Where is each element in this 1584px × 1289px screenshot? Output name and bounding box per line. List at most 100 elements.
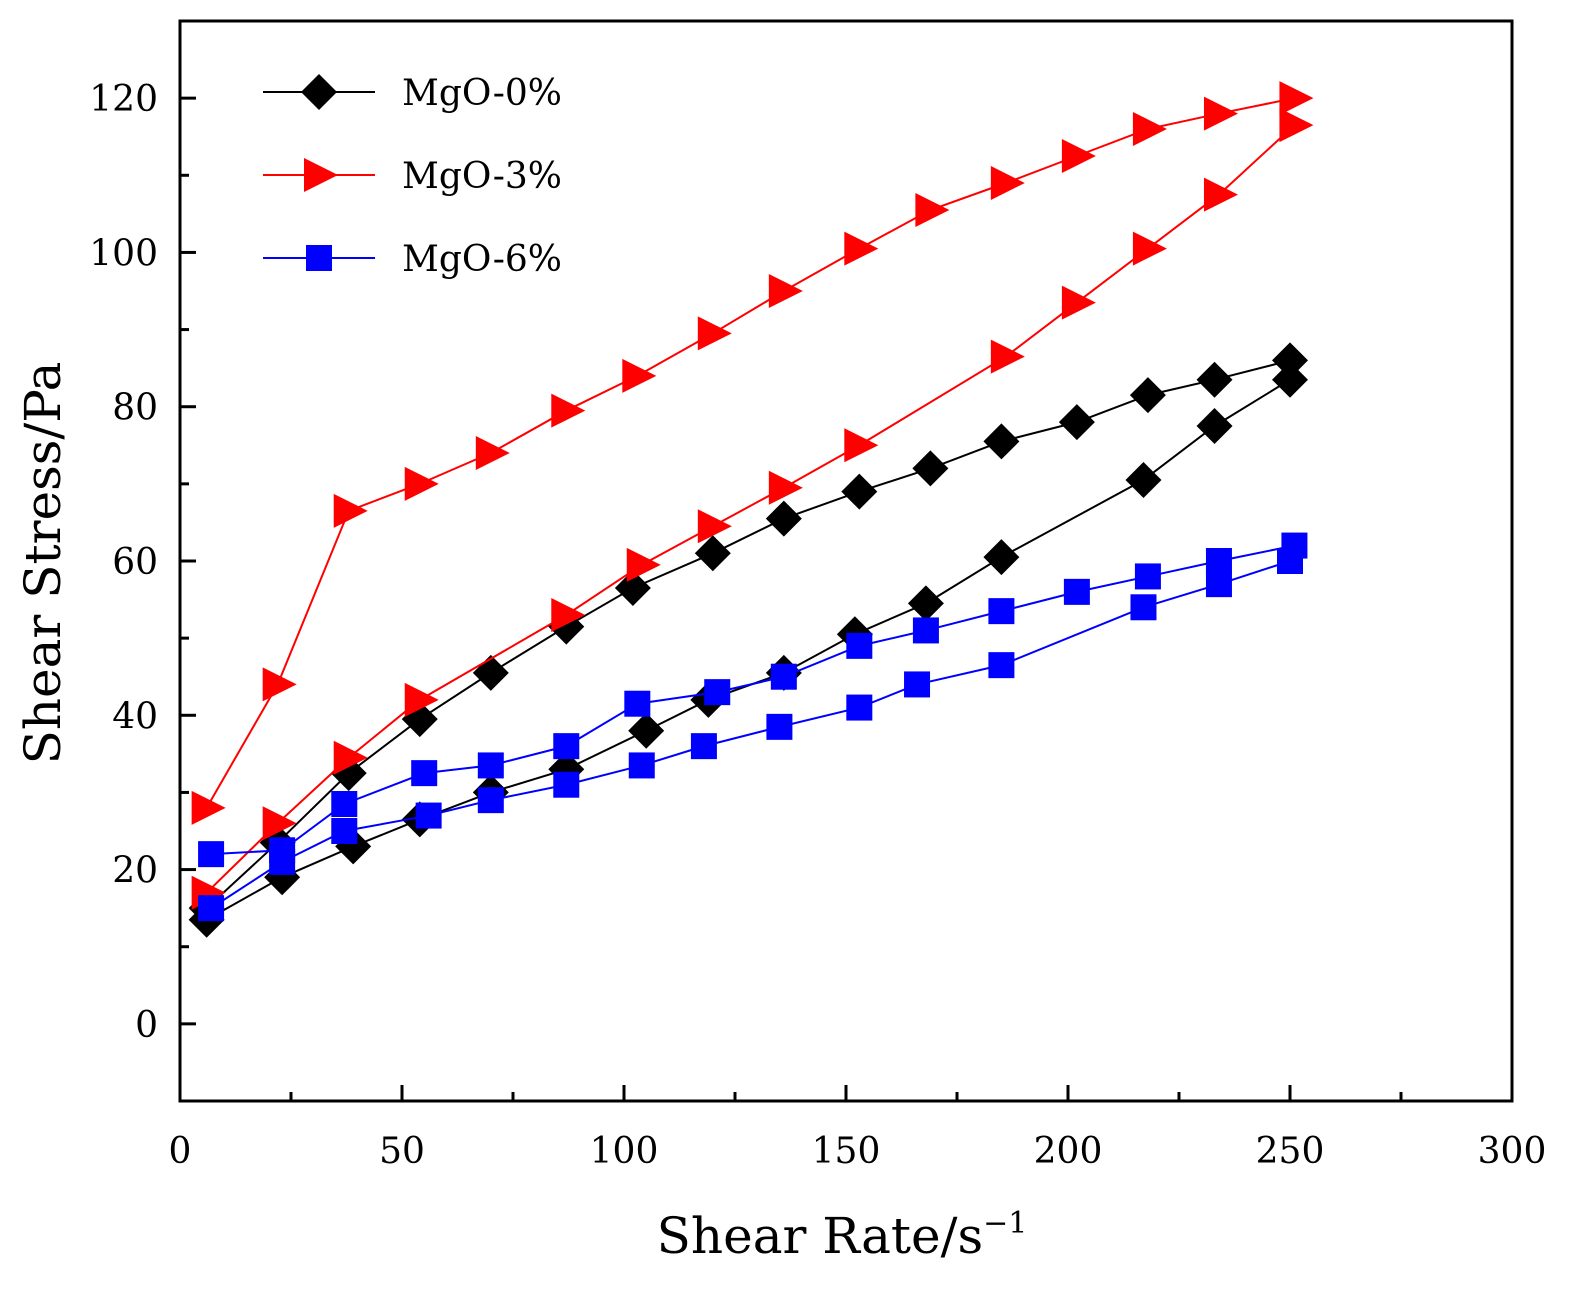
data-point — [990, 166, 1025, 200]
data-point — [1196, 408, 1233, 444]
data-point — [1203, 96, 1238, 131]
y-tick-label: 0 — [135, 1005, 158, 1046]
x-tick-label: 100 — [590, 1131, 659, 1172]
series-MgO-6% — [198, 532, 1308, 922]
data-point — [628, 712, 665, 749]
data-point — [844, 428, 879, 463]
legend-label: MgO-3% — [402, 156, 562, 197]
legend-label: MgO-0% — [402, 73, 562, 114]
data-point — [614, 570, 651, 606]
data-point — [404, 682, 439, 717]
data-point — [844, 231, 879, 266]
data-point — [262, 806, 297, 841]
data-point — [331, 791, 358, 817]
data-point — [1279, 108, 1314, 143]
legend-marker — [301, 74, 337, 110]
data-point — [1272, 361, 1308, 398]
data-point — [915, 193, 950, 227]
data-point — [983, 539, 1020, 576]
data-point — [475, 436, 510, 470]
data-point — [694, 535, 731, 572]
data-point — [983, 423, 1020, 460]
data-point — [624, 690, 651, 717]
data-point — [551, 393, 586, 428]
data-point — [1061, 285, 1096, 320]
data-point — [1132, 231, 1167, 266]
data-point — [697, 316, 732, 351]
series-line-down — [210, 560, 1291, 909]
data-point — [697, 509, 732, 544]
data-point — [770, 663, 797, 690]
data-point — [1205, 548, 1232, 574]
x-tick-label: 200 — [1034, 1131, 1103, 1172]
data-point — [1132, 112, 1167, 146]
data-point — [1058, 404, 1095, 441]
data-point — [553, 733, 580, 760]
data-point — [1125, 462, 1162, 498]
data-point — [333, 740, 368, 775]
y-tick-label: 100 — [89, 233, 158, 274]
data-point — [841, 473, 878, 510]
data-point — [1205, 571, 1232, 598]
x-tick-label: 150 — [812, 1131, 881, 1172]
x-tick-label: 0 — [169, 1131, 192, 1172]
series-line-down — [205, 124, 1296, 894]
y-tick-label: 80 — [112, 388, 158, 429]
data-point — [331, 818, 358, 844]
data-point — [766, 713, 793, 740]
data-point — [912, 450, 949, 487]
x-tick-label: 250 — [1256, 1131, 1325, 1172]
axes: 0 50 100 150 200 250 300 0 20 40 60 80 100 120 — [89, 19, 1547, 1172]
legend-label: MgO-6% — [402, 239, 562, 280]
data-point — [704, 679, 731, 706]
data-point — [191, 790, 226, 825]
data-point — [988, 598, 1015, 625]
data-point — [912, 617, 939, 644]
data-point — [333, 493, 368, 528]
y-axis-title: Shear Stress/Pa — [14, 362, 72, 765]
data-point — [477, 787, 504, 814]
data-point — [768, 470, 803, 505]
data-point — [553, 771, 580, 798]
series-line-up — [205, 359, 1291, 909]
legend-marker — [304, 158, 338, 192]
series-MgO-0% — [188, 342, 1308, 938]
data-point — [1129, 377, 1166, 414]
data-point — [1277, 548, 1303, 574]
y-tick-label: 20 — [112, 851, 158, 892]
data-point — [626, 547, 661, 582]
legend-item: MgO-6% — [263, 239, 562, 280]
data-point — [768, 274, 803, 308]
data-point — [404, 466, 439, 501]
data-point — [269, 848, 296, 875]
data-point — [622, 358, 657, 393]
legend-item: MgO-3% — [263, 156, 562, 197]
data-point — [907, 585, 944, 622]
y-tick-label: 40 — [112, 696, 158, 737]
series-MgO-3% — [191, 81, 1314, 910]
data-point — [846, 694, 873, 721]
data-point — [628, 752, 655, 779]
series-line-up — [205, 97, 1295, 809]
data-point — [990, 339, 1025, 374]
x-tick-label: 300 — [1478, 1131, 1547, 1172]
plot-frame — [178, 19, 1514, 1103]
data-point — [904, 671, 931, 698]
data-point — [1272, 342, 1308, 379]
data-point — [415, 802, 442, 829]
data-point — [765, 500, 802, 537]
x-axis-title: Shear Rate/s−1 — [657, 1206, 1028, 1265]
data-point — [690, 733, 717, 760]
data-point — [846, 632, 873, 659]
legend-marker — [306, 245, 332, 271]
data-point — [411, 760, 438, 787]
series-line-up — [211, 544, 1295, 856]
legend: MgO-0% MgO-3% MgO-6% — [263, 73, 562, 280]
data-point — [198, 841, 225, 868]
data-point — [1196, 361, 1233, 398]
series-layer — [188, 81, 1314, 938]
legend-item: MgO-0% — [263, 73, 562, 114]
series-line-down — [206, 378, 1291, 921]
y-tick-label: 120 — [89, 79, 158, 120]
